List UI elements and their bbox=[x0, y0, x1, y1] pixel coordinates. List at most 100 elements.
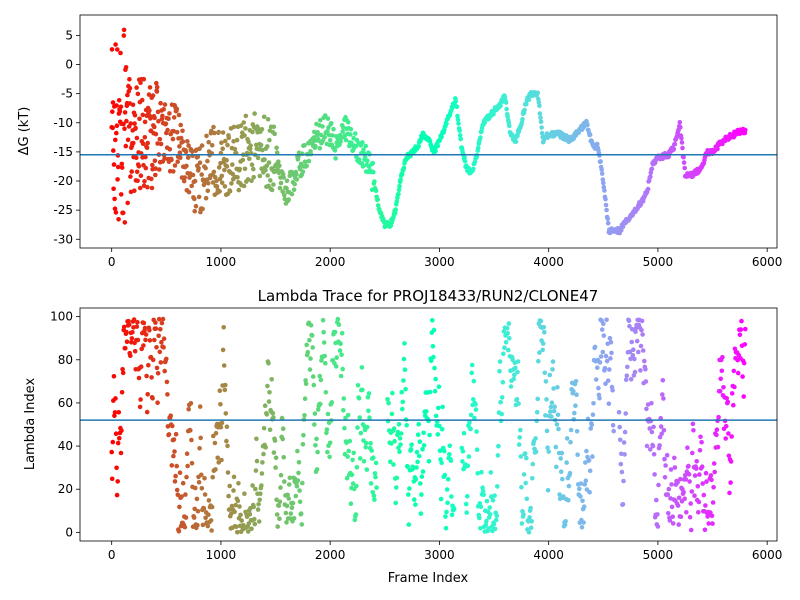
free-energy-point bbox=[199, 172, 204, 177]
free-energy-x-tick-label: 5000 bbox=[643, 255, 674, 269]
lambda-trace-point bbox=[258, 491, 263, 497]
lambda-trace-point bbox=[709, 477, 714, 483]
lambda-trace-point bbox=[443, 525, 449, 531]
lambda-trace-point bbox=[154, 345, 159, 350]
free-energy-point bbox=[619, 227, 624, 233]
lambda-trace-point bbox=[687, 479, 692, 484]
free-energy-point bbox=[174, 129, 180, 135]
lambda-trace-point bbox=[518, 454, 524, 459]
lambda-trace-point bbox=[113, 431, 119, 437]
lambda-trace-point bbox=[210, 474, 215, 480]
lambda-trace-point bbox=[430, 318, 435, 323]
lambda-trace-point bbox=[229, 503, 235, 509]
free-energy-point bbox=[165, 127, 170, 133]
lambda-trace-point bbox=[217, 388, 223, 394]
free-energy-point bbox=[167, 147, 173, 152]
lambda-trace-point bbox=[119, 428, 124, 433]
lambda-trace-point bbox=[629, 339, 634, 345]
lambda-trace-point bbox=[480, 485, 485, 491]
lambda-trace-point bbox=[389, 411, 395, 417]
free-energy-point bbox=[163, 121, 169, 126]
free-energy-point bbox=[142, 119, 148, 125]
free-energy-x-tick-label: 1000 bbox=[206, 255, 237, 269]
lambda-trace-point bbox=[332, 329, 338, 335]
free-energy-point bbox=[185, 139, 190, 144]
lambda-trace-y-tick-label: 0 bbox=[65, 525, 73, 539]
lambda-trace-point bbox=[407, 486, 412, 491]
lambda-trace-point bbox=[699, 464, 705, 470]
lambda-trace-point bbox=[180, 480, 186, 486]
free-energy-point bbox=[317, 146, 323, 151]
lambda-trace-point bbox=[361, 459, 367, 464]
free-energy-point bbox=[455, 117, 461, 122]
lambda-trace-point bbox=[549, 400, 555, 406]
lambda-trace-point bbox=[727, 490, 732, 496]
free-energy-point bbox=[171, 128, 176, 134]
lambda-trace-point bbox=[356, 396, 362, 401]
lambda-trace-point bbox=[253, 468, 259, 473]
lambda-trace-point bbox=[416, 453, 422, 459]
lambda-trace-point bbox=[351, 450, 357, 456]
lambda-trace-point bbox=[175, 492, 181, 498]
free-energy-point bbox=[171, 169, 176, 174]
free-energy-point bbox=[444, 121, 449, 126]
lambda-trace-point bbox=[152, 337, 157, 343]
lambda-trace-point bbox=[406, 522, 412, 527]
free-energy-point bbox=[220, 146, 225, 151]
free-energy-point bbox=[205, 188, 211, 194]
lambda-trace-point bbox=[632, 356, 637, 362]
lambda-trace-point bbox=[741, 394, 746, 399]
lambda-trace-point bbox=[278, 472, 284, 478]
free-energy-point bbox=[203, 165, 208, 171]
lambda-trace-point bbox=[341, 396, 347, 401]
free-energy-point bbox=[224, 157, 229, 163]
free-energy-point bbox=[251, 174, 256, 180]
lambda-trace-point bbox=[391, 426, 397, 431]
lambda-trace-point bbox=[469, 362, 475, 368]
free-energy-point bbox=[190, 172, 196, 178]
free-energy-point bbox=[362, 155, 368, 160]
lambda-trace-point bbox=[473, 407, 479, 412]
lambda-trace-point bbox=[449, 512, 455, 518]
lambda-trace-point bbox=[676, 495, 682, 501]
free-energy-point bbox=[200, 206, 205, 212]
lambda-trace-point bbox=[687, 514, 693, 520]
lambda-trace-point bbox=[186, 406, 191, 412]
free-energy-point bbox=[260, 147, 265, 153]
lambda-trace-point bbox=[619, 469, 625, 475]
lambda-trace-point bbox=[504, 326, 510, 331]
lambda-trace-point bbox=[171, 453, 176, 459]
lambda-trace-point bbox=[310, 345, 316, 350]
lambda-trace-point bbox=[678, 476, 683, 482]
lambda-trace-point bbox=[624, 373, 630, 379]
lambda-trace-point bbox=[350, 481, 356, 486]
free-energy-point bbox=[243, 126, 248, 131]
lambda-trace-point bbox=[224, 424, 230, 430]
free-energy-point bbox=[524, 101, 529, 107]
lambda-trace-point bbox=[696, 499, 702, 505]
free-energy-point bbox=[115, 47, 120, 52]
lambda-trace-point bbox=[203, 515, 208, 521]
lambda-trace-point bbox=[678, 514, 684, 519]
free-energy-point bbox=[363, 143, 369, 149]
lambda-trace-point bbox=[174, 463, 179, 469]
free-energy-point bbox=[238, 123, 244, 128]
lambda-trace-point bbox=[639, 318, 645, 324]
lambda-trace-point bbox=[478, 504, 484, 510]
lambda-trace-point bbox=[293, 493, 299, 499]
free-energy-point bbox=[462, 158, 468, 164]
lambda-trace-point bbox=[337, 348, 343, 353]
free-energy-point bbox=[375, 197, 381, 202]
lambda-trace-point bbox=[563, 519, 568, 524]
lambda-trace-point bbox=[194, 496, 200, 502]
free-energy-point bbox=[203, 195, 209, 201]
lambda-trace-point bbox=[262, 403, 268, 409]
lambda-trace-point bbox=[254, 458, 260, 464]
lambda-trace-point bbox=[172, 449, 177, 454]
lambda-trace-point bbox=[669, 504, 675, 510]
lambda-trace-point bbox=[548, 409, 553, 414]
lambda-trace-point bbox=[737, 332, 743, 338]
lambda-trace-point bbox=[249, 526, 254, 532]
free-energy-point bbox=[648, 174, 653, 179]
free-energy-point bbox=[178, 135, 184, 141]
